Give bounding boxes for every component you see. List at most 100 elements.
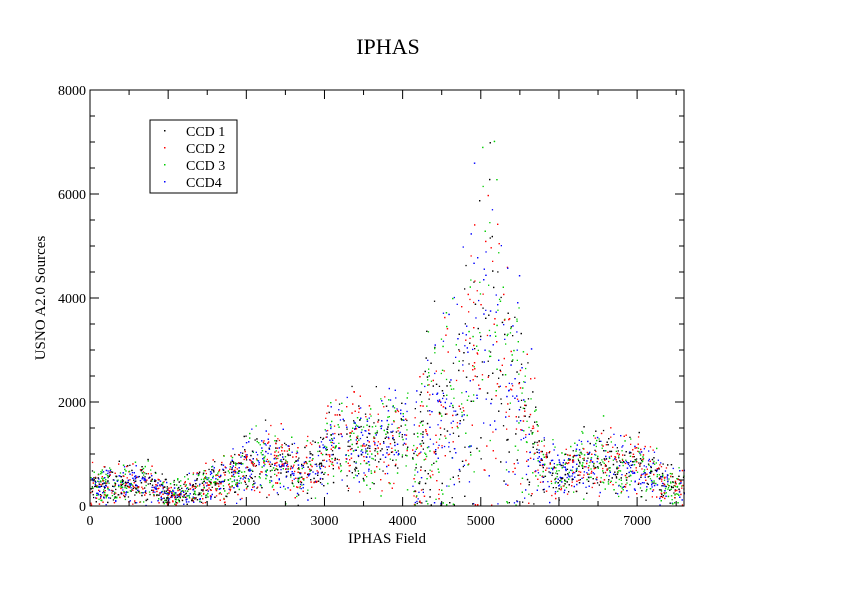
data-point xyxy=(595,442,597,445)
data-point xyxy=(508,471,510,473)
data-point xyxy=(527,465,530,467)
data-point xyxy=(545,490,548,492)
data-point xyxy=(215,474,217,477)
data-point xyxy=(428,368,430,370)
data-point xyxy=(461,415,463,418)
data-point xyxy=(670,485,673,488)
data-point xyxy=(184,482,186,484)
data-point xyxy=(659,496,662,498)
data-point xyxy=(242,446,244,448)
data-point xyxy=(317,471,319,473)
data-point xyxy=(617,471,619,473)
data-point xyxy=(173,479,175,482)
data-point xyxy=(385,433,387,435)
data-point xyxy=(433,450,435,453)
data-point xyxy=(651,490,654,492)
data-point xyxy=(425,453,427,455)
data-point xyxy=(219,469,221,471)
data-point xyxy=(402,419,404,421)
data-point xyxy=(618,495,620,498)
data-point xyxy=(269,470,272,472)
data-point xyxy=(145,490,147,492)
data-point xyxy=(457,427,459,429)
data-point xyxy=(253,483,255,485)
data-point xyxy=(171,496,173,498)
data-point xyxy=(446,328,449,330)
data-point xyxy=(498,252,500,254)
data-point xyxy=(469,446,471,448)
data-point xyxy=(235,463,237,465)
data-point xyxy=(426,500,428,502)
data-point xyxy=(301,484,303,486)
data-point xyxy=(435,449,437,451)
data-point xyxy=(674,489,676,491)
data-point xyxy=(437,401,439,403)
data-point xyxy=(632,461,634,463)
data-point xyxy=(607,481,609,483)
data-point xyxy=(428,398,430,400)
data-point xyxy=(392,459,394,461)
data-point xyxy=(672,481,674,483)
data-point xyxy=(141,486,143,488)
data-point xyxy=(464,288,466,290)
data-point xyxy=(231,467,233,469)
data-point xyxy=(461,460,464,462)
data-point xyxy=(453,397,455,399)
data-point xyxy=(375,448,377,450)
data-point xyxy=(216,488,218,490)
data-point xyxy=(442,493,444,495)
data-point xyxy=(439,427,442,429)
data-point xyxy=(299,472,301,474)
data-point xyxy=(468,395,470,397)
data-point xyxy=(658,467,660,469)
data-point xyxy=(362,451,364,454)
data-point xyxy=(620,477,622,479)
data-point xyxy=(585,466,587,468)
data-point xyxy=(222,468,224,471)
data-point xyxy=(172,501,174,503)
data-point xyxy=(398,435,400,437)
data-point xyxy=(194,498,196,500)
data-point xyxy=(395,431,398,433)
data-point xyxy=(656,469,658,471)
data-point xyxy=(616,467,618,469)
data-point xyxy=(496,341,498,343)
data-point xyxy=(247,485,249,487)
data-point xyxy=(154,480,156,482)
data-point xyxy=(183,491,185,493)
data-point xyxy=(574,476,576,478)
data-point xyxy=(353,461,355,463)
data-point xyxy=(570,445,572,448)
data-point xyxy=(171,492,173,495)
data-point xyxy=(524,497,526,499)
data-point xyxy=(483,313,485,315)
data-point xyxy=(302,483,305,486)
data-point xyxy=(422,448,424,450)
data-point xyxy=(109,474,111,476)
data-point xyxy=(392,437,394,440)
data-point xyxy=(328,459,330,461)
data-point xyxy=(105,473,107,475)
data-point xyxy=(620,492,622,494)
data-point xyxy=(140,470,142,472)
data-point xyxy=(465,264,467,267)
data-point xyxy=(452,414,454,417)
data-point xyxy=(423,459,425,461)
data-point xyxy=(309,442,312,444)
data-point xyxy=(489,142,491,144)
data-point xyxy=(393,482,395,485)
data-point xyxy=(368,417,370,419)
data-point xyxy=(109,469,111,472)
data-point xyxy=(251,428,253,430)
data-point xyxy=(642,454,645,456)
data-point xyxy=(516,395,518,397)
data-point xyxy=(226,495,228,498)
data-point xyxy=(407,392,409,394)
data-point xyxy=(107,488,109,490)
data-point xyxy=(204,470,207,472)
data-point xyxy=(125,470,127,472)
data-point xyxy=(396,427,399,429)
data-point xyxy=(139,469,142,471)
data-point xyxy=(580,440,583,443)
data-point xyxy=(568,478,570,480)
